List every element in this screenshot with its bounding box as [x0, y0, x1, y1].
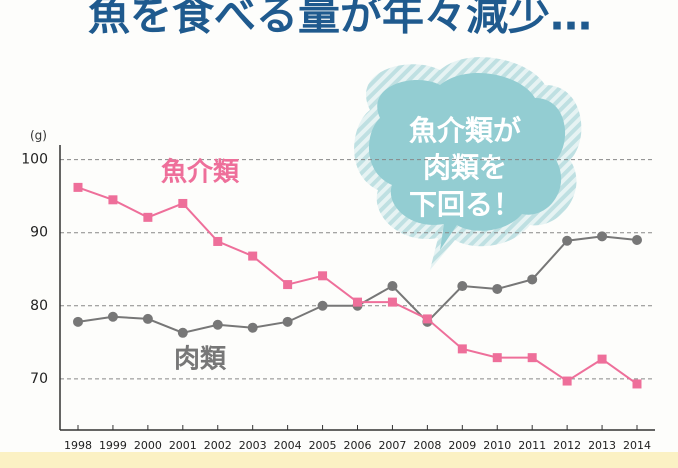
- annotation-line: 下回る！: [409, 188, 521, 221]
- annotation-line: 魚介類が: [409, 114, 521, 147]
- point: [457, 281, 468, 292]
- x-tick-label: 2005: [309, 439, 337, 452]
- x-tick-label: 2002: [204, 439, 232, 452]
- y-tick-label: 90: [30, 225, 48, 241]
- point: [213, 236, 223, 246]
- point: [282, 316, 293, 327]
- x-tick-label: 2011: [518, 439, 546, 452]
- point: [177, 327, 188, 338]
- point: [527, 353, 537, 363]
- x-tick-label: 2007: [378, 439, 406, 452]
- point: [387, 281, 398, 292]
- x-tick-label: 2009: [448, 439, 476, 452]
- point: [107, 311, 118, 322]
- y-tick-label: 80: [30, 298, 48, 314]
- point: [632, 235, 642, 245]
- y-unit: (g): [30, 129, 47, 143]
- x-tick-label: 2010: [483, 439, 511, 452]
- x-tick-label: 2000: [134, 439, 162, 452]
- point: [387, 297, 397, 307]
- point: [353, 297, 362, 307]
- point: [597, 231, 608, 242]
- point: [143, 212, 153, 222]
- point: [318, 271, 328, 281]
- x-tick-label: 2003: [239, 439, 267, 452]
- legend-label: 肉類: [174, 345, 227, 375]
- point: [597, 354, 607, 364]
- x-tick-label: 1998: [64, 439, 92, 452]
- x-tick-label: 2004: [274, 439, 302, 452]
- point: [317, 300, 328, 311]
- x-tick-label: 2012: [553, 439, 581, 452]
- point: [527, 274, 538, 285]
- point: [283, 280, 293, 290]
- legend-label: 魚介類: [161, 157, 240, 188]
- point: [562, 235, 573, 246]
- point: [492, 283, 503, 294]
- point: [73, 316, 83, 327]
- x-tick-label: 1999: [99, 439, 127, 452]
- y-tick-label: 70: [30, 371, 48, 387]
- point: [142, 313, 153, 324]
- point: [457, 344, 467, 354]
- point: [492, 353, 502, 363]
- point: [632, 379, 642, 389]
- point: [212, 319, 223, 330]
- point: [73, 182, 83, 192]
- x-tick-label: 2008: [413, 439, 441, 452]
- x-tick-label: 2001: [169, 439, 197, 452]
- annotation-bubble: [354, 57, 582, 270]
- chart-title: 魚を食べる量が年々減少…: [88, 0, 592, 40]
- x-tick-label: 2013: [588, 439, 616, 452]
- point: [108, 195, 118, 205]
- point: [562, 376, 572, 386]
- y-tick-label: 100: [21, 152, 48, 168]
- annotation-line: 肉類を: [423, 151, 507, 184]
- x-tick-label: 2006: [344, 439, 372, 452]
- footer-strip: [0, 452, 678, 468]
- point: [248, 251, 258, 261]
- point: [422, 314, 432, 324]
- x-tick-label: 2014: [623, 439, 651, 452]
- point: [178, 198, 188, 208]
- point: [247, 322, 258, 333]
